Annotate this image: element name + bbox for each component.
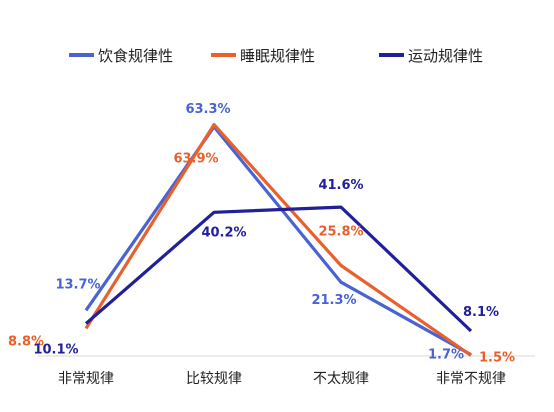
- series-line: [84, 205, 473, 333]
- data-label: 41.6%: [318, 178, 363, 193]
- x-tick-label: 不太规律: [313, 371, 369, 387]
- data-label: 8.8%: [8, 334, 44, 349]
- series-line: [84, 125, 472, 357]
- data-label: 13.7%: [55, 277, 100, 292]
- x-tick-label: 比较规律: [186, 371, 242, 387]
- data-label: 63.3%: [185, 102, 230, 117]
- legend-label: 饮食规律性: [98, 47, 173, 65]
- data-label: 25.8%: [318, 225, 363, 240]
- data-label: 10.1%: [33, 343, 78, 358]
- x-tick-label: 非常规律: [58, 371, 114, 387]
- data-label: 1.7%: [428, 348, 464, 363]
- data-label: 40.2%: [201, 225, 246, 240]
- legend-label: 睡眠规律性: [240, 47, 315, 65]
- legend-label: 运动规律性: [408, 47, 483, 65]
- series-lines: [84, 122, 473, 357]
- x-tick-labels: 非常规律 比较规律 不太规律 非常不规律: [58, 371, 506, 387]
- data-label: 63.9%: [173, 152, 218, 167]
- series-line: [84, 122, 472, 357]
- legend: 饮食规律性 睡眠规律性 运动规律性: [69, 47, 483, 65]
- data-label: 1.5%: [479, 350, 515, 365]
- data-labels: 13.7% 63.3% 21.3% 1.7% 8.8% 63.9% 25.8% 1.5% 10.…: [8, 102, 515, 366]
- data-label: 8.1%: [463, 305, 499, 320]
- x-tick-label: 非常不规律: [436, 371, 506, 387]
- data-label: 21.3%: [311, 293, 356, 308]
